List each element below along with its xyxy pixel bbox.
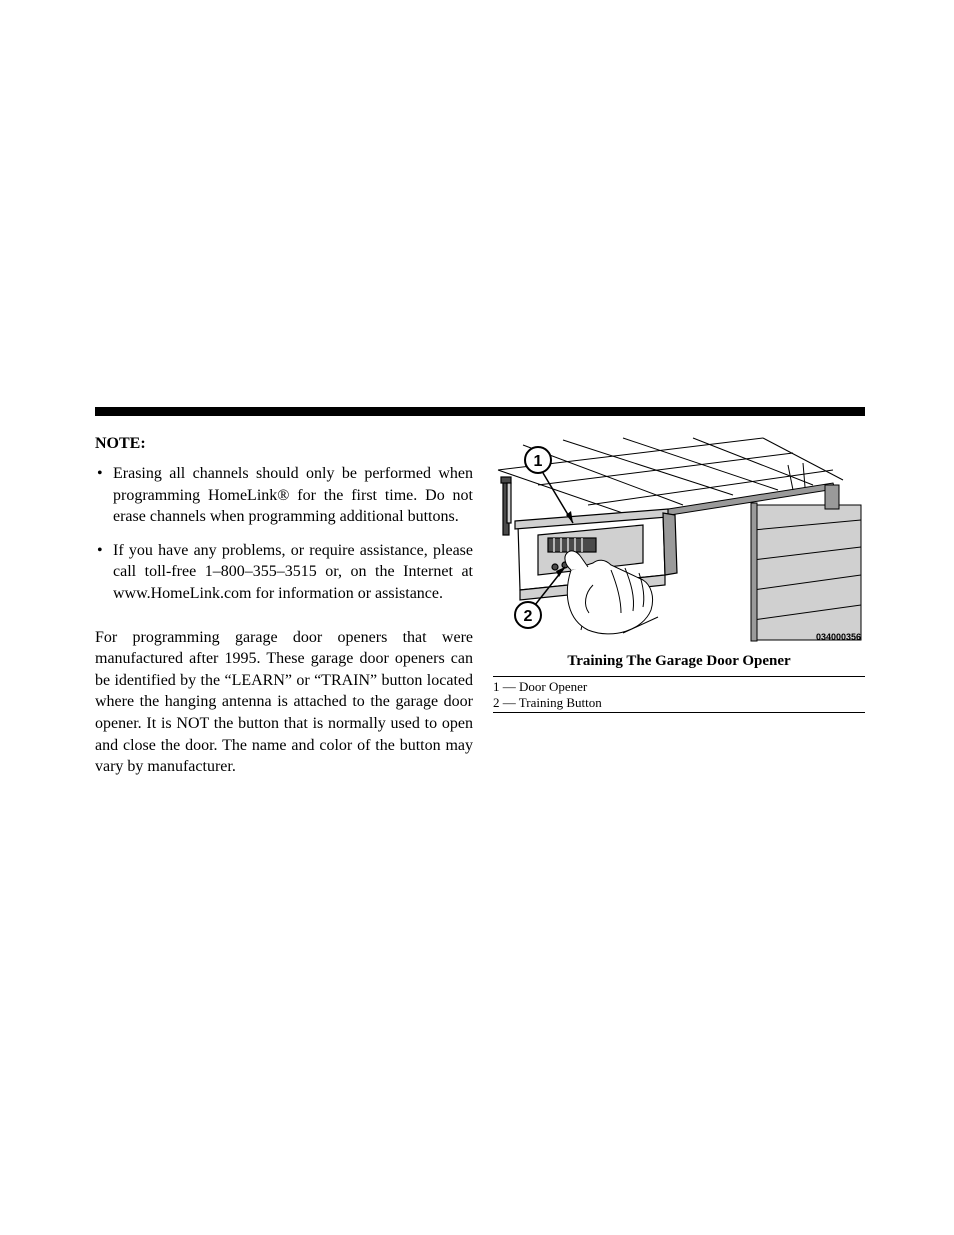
legend-item: 2 — Training Button xyxy=(493,695,865,711)
content-area: NOTE: Erasing all channels should only b… xyxy=(95,435,865,778)
figure: 1 2 034000356 Training The Garage Door O… xyxy=(493,435,865,713)
legend-item: 1 — Door Opener xyxy=(493,679,865,695)
garage-door xyxy=(751,503,861,641)
right-column: 1 2 034000356 Training The Garage Door O… xyxy=(493,435,865,778)
garage-opener-diagram: 1 2 034000356 xyxy=(493,435,865,645)
page: NOTE: Erasing all channels should only b… xyxy=(0,0,954,1235)
note-bullet-item: If you have any problems, or require ass… xyxy=(95,540,473,605)
header-rule xyxy=(95,407,865,416)
note-bullet-list: Erasing all channels should only be perf… xyxy=(95,463,473,605)
note-bullet-item: Erasing all channels should only be perf… xyxy=(95,463,473,528)
figure-legend: 1 — Door Opener 2 — Training Button xyxy=(493,676,865,713)
left-column: NOTE: Erasing all channels should only b… xyxy=(95,435,473,778)
svg-text:1: 1 xyxy=(534,453,543,470)
note-label: NOTE: xyxy=(95,435,473,453)
svg-text:2: 2 xyxy=(524,608,533,625)
figure-caption: Training The Garage Door Opener xyxy=(493,653,865,670)
body-paragraph: For programming garage door openers that… xyxy=(95,627,473,778)
figure-id: 034000356 xyxy=(816,632,861,642)
